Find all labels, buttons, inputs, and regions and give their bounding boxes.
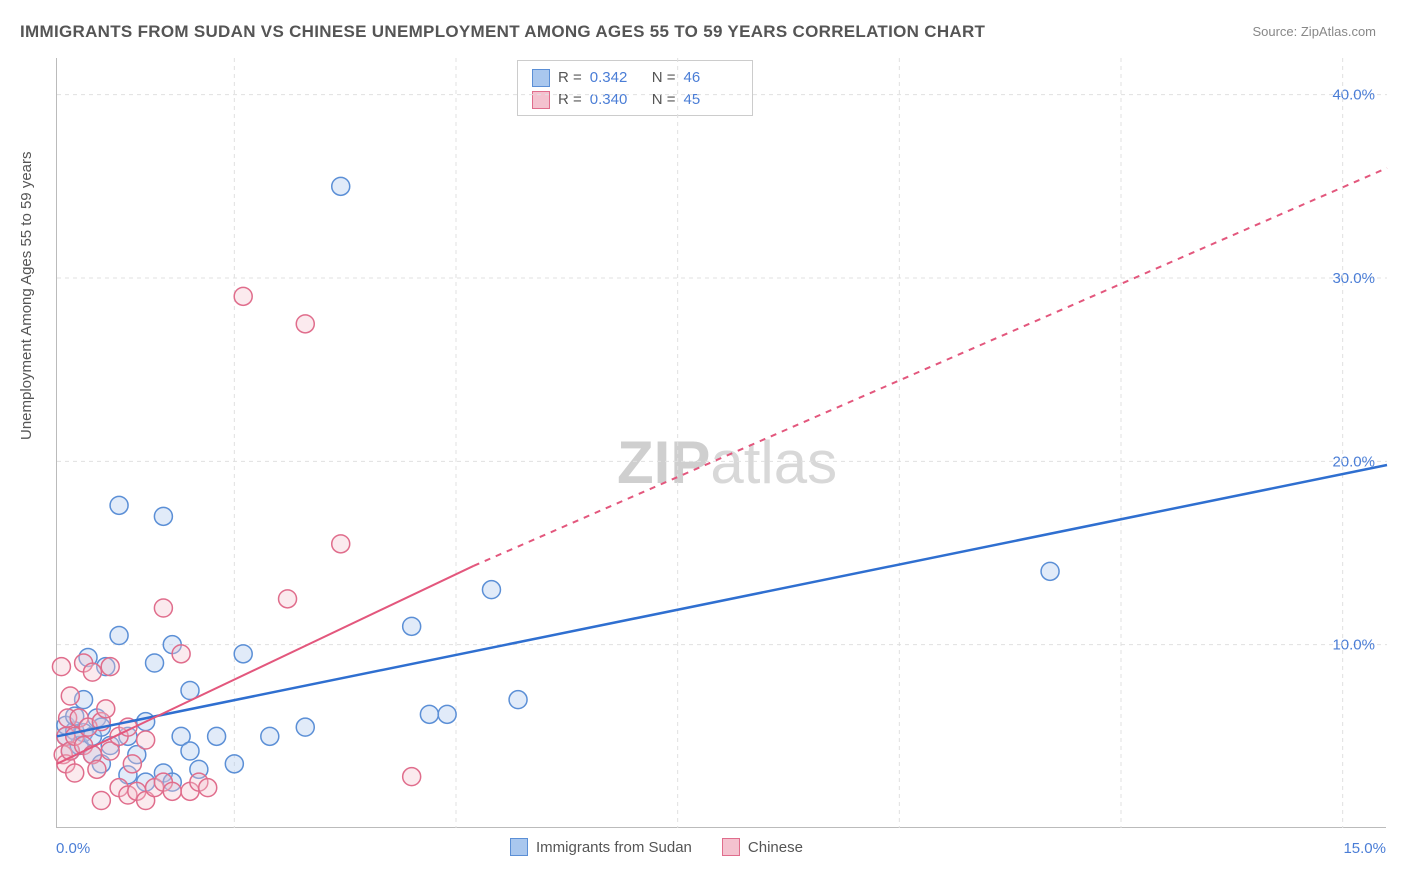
source-attribution: Source: ZipAtlas.com <box>1252 24 1376 39</box>
y-axis-label: Unemployment Among Ages 55 to 59 years <box>18 151 35 440</box>
scatter-point <box>438 705 456 723</box>
scatter-point <box>509 691 527 709</box>
legend-label: Chinese <box>748 839 803 856</box>
legend-item-sudan: Immigrants from Sudan <box>510 838 692 856</box>
scatter-point <box>88 760 106 778</box>
y-tick-label: 10.0% <box>1332 637 1375 654</box>
scatter-point <box>52 658 70 676</box>
scatter-point <box>172 645 190 663</box>
scatter-point <box>332 535 350 553</box>
scatter-point <box>403 768 421 786</box>
legend-swatch-chinese <box>722 838 740 856</box>
scatter-point <box>482 581 500 599</box>
scatter-point <box>225 755 243 773</box>
legend-swatch-sudan <box>510 838 528 856</box>
scatter-point <box>146 654 164 672</box>
y-tick-label: 40.0% <box>1332 87 1375 104</box>
scatter-point <box>97 700 115 718</box>
trendline-dashed <box>474 168 1387 566</box>
scatter-point <box>234 287 252 305</box>
scatter-point <box>296 315 314 333</box>
scatter-point <box>279 590 297 608</box>
scatter-point <box>261 727 279 745</box>
plot-area: ZIPatlas R = 0.342 N = 46 R = 0.340 N = … <box>56 58 1386 828</box>
plot-svg: 10.0%20.0%30.0%40.0% <box>57 58 1386 827</box>
scatter-point <box>154 599 172 617</box>
scatter-point <box>208 727 226 745</box>
scatter-point <box>83 663 101 681</box>
scatter-point <box>101 658 119 676</box>
scatter-point <box>110 627 128 645</box>
chart-title: IMMIGRANTS FROM SUDAN VS CHINESE UNEMPLO… <box>20 22 985 42</box>
chart-container: IMMIGRANTS FROM SUDAN VS CHINESE UNEMPLO… <box>0 0 1406 892</box>
trendline <box>57 465 1387 736</box>
scatter-point <box>332 177 350 195</box>
scatter-point <box>110 496 128 514</box>
scatter-point <box>199 779 217 797</box>
legend-label: Immigrants from Sudan <box>536 839 692 856</box>
series-legend: Immigrants from Sudan Chinese <box>510 838 803 856</box>
scatter-point <box>234 645 252 663</box>
x-tick-right: 15.0% <box>1343 840 1386 857</box>
scatter-point <box>92 792 110 810</box>
scatter-point <box>420 705 438 723</box>
scatter-point <box>66 764 84 782</box>
legend-item-chinese: Chinese <box>722 838 803 856</box>
scatter-point <box>137 731 155 749</box>
scatter-point <box>123 755 141 773</box>
x-tick-left: 0.0% <box>56 840 90 857</box>
scatter-point <box>154 507 172 525</box>
scatter-point <box>61 687 79 705</box>
y-tick-label: 30.0% <box>1332 270 1375 287</box>
scatter-point <box>163 782 181 800</box>
scatter-point <box>181 742 199 760</box>
scatter-point <box>403 617 421 635</box>
scatter-point <box>296 718 314 736</box>
scatter-point <box>1041 562 1059 580</box>
